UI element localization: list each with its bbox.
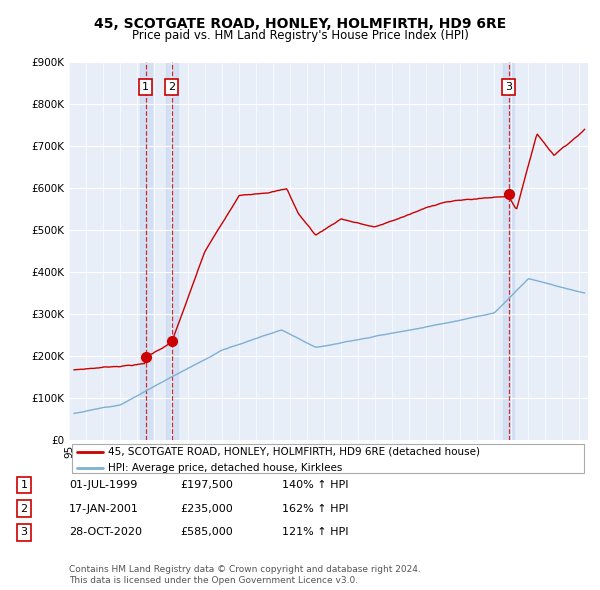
Text: 17-JAN-2001: 17-JAN-2001: [69, 504, 139, 513]
Text: 45, SCOTGATE ROAD, HONLEY, HOLMFIRTH, HD9 6RE: 45, SCOTGATE ROAD, HONLEY, HOLMFIRTH, HD…: [94, 17, 506, 31]
Text: 2: 2: [168, 82, 175, 92]
Text: £235,000: £235,000: [180, 504, 233, 513]
Text: £197,500: £197,500: [180, 480, 233, 490]
Text: 140% ↑ HPI: 140% ↑ HPI: [282, 480, 349, 490]
Text: 45, SCOTGATE ROAD, HONLEY, HOLMFIRTH, HD9 6RE (detached house): 45, SCOTGATE ROAD, HONLEY, HOLMFIRTH, HD…: [108, 447, 480, 457]
Bar: [503, 62, 514, 440]
Text: 121% ↑ HPI: 121% ↑ HPI: [282, 527, 349, 537]
Text: 162% ↑ HPI: 162% ↑ HPI: [282, 504, 349, 513]
Text: 28-OCT-2020: 28-OCT-2020: [69, 527, 142, 537]
Text: Contains HM Land Registry data © Crown copyright and database right 2024.: Contains HM Land Registry data © Crown c…: [69, 565, 421, 574]
Bar: [140, 62, 152, 440]
Text: 01-JUL-1999: 01-JUL-1999: [69, 480, 137, 490]
Text: 2: 2: [20, 504, 28, 513]
Text: Price paid vs. HM Land Registry's House Price Index (HPI): Price paid vs. HM Land Registry's House …: [131, 29, 469, 42]
Text: 1: 1: [142, 82, 149, 92]
Bar: [166, 62, 178, 440]
Text: 3: 3: [505, 82, 512, 92]
FancyBboxPatch shape: [71, 444, 584, 473]
Text: 1: 1: [20, 480, 28, 490]
Text: £585,000: £585,000: [180, 527, 233, 537]
Text: 3: 3: [20, 527, 28, 537]
Text: This data is licensed under the Open Government Licence v3.0.: This data is licensed under the Open Gov…: [69, 576, 358, 585]
Text: HPI: Average price, detached house, Kirklees: HPI: Average price, detached house, Kirk…: [108, 463, 342, 473]
